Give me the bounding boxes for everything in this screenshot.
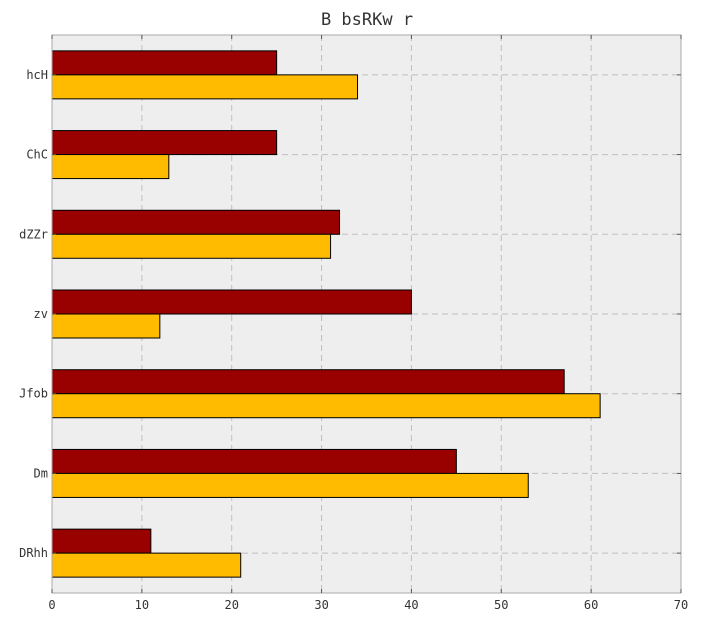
bar-series-1	[51, 130, 278, 156]
bar-series-2	[51, 393, 601, 419]
y-category-label: Jfob	[19, 387, 48, 401]
x-tick-label: 20	[224, 598, 238, 612]
bar-series-2	[51, 313, 161, 339]
bar-series-1	[51, 528, 152, 554]
bar-series-2	[51, 472, 529, 498]
bar-series-1	[51, 448, 457, 474]
bar-series-1	[51, 289, 412, 315]
x-tick-label: 50	[494, 598, 508, 612]
x-tick-label: 40	[404, 598, 418, 612]
y-category-label: dZZr	[19, 227, 48, 241]
y-category-label: Dm	[34, 466, 48, 480]
bar-series-2	[51, 233, 332, 259]
bars	[51, 50, 601, 578]
x-tick-label: 10	[135, 598, 149, 612]
bar-series-2	[51, 74, 359, 100]
bar-series-1	[51, 369, 565, 395]
y-category-label: ChC	[26, 148, 48, 162]
x-tick-label: 0	[48, 598, 55, 612]
y-category-label: hcH	[26, 68, 48, 82]
x-tick-label: 60	[584, 598, 598, 612]
x-tick-label: 30	[314, 598, 328, 612]
y-category-label: DRhh	[19, 546, 48, 560]
bar-series-1	[51, 50, 278, 76]
chart-title: B bsRKw r	[321, 10, 413, 30]
axis-labels: 0 10 20 30 40 50 60 70 hcH ChC dZZr zv Jfob Dm DRhh	[19, 68, 688, 612]
bar-series-1	[51, 209, 341, 235]
bar-series-2	[51, 154, 170, 180]
axis-ticks	[51, 35, 682, 593]
x-tick-label: 70	[674, 598, 688, 612]
y-category-label: zv	[34, 307, 48, 321]
bar-series-2	[51, 552, 242, 578]
